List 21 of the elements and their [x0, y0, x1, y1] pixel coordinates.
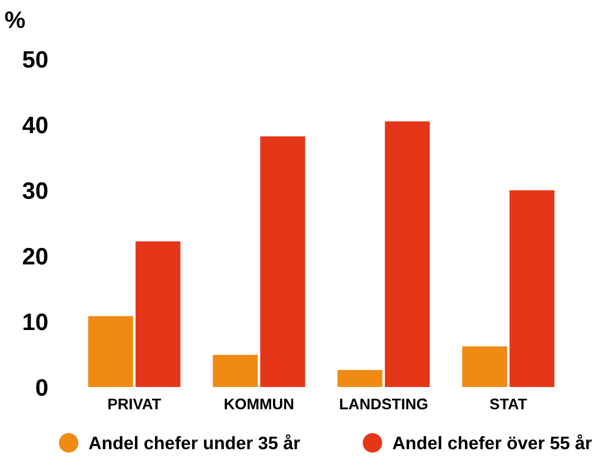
y-axis-title: % [5, 11, 25, 28]
bar [462, 346, 508, 388]
y-tick-label: 40 [22, 116, 48, 134]
bar [88, 316, 134, 388]
x-tick-label: LANDSTING [340, 398, 428, 410]
bar [260, 136, 306, 388]
x-tick-label: STAT [490, 398, 527, 410]
x-tick-label: PRIVAT [108, 398, 162, 410]
y-tick-label: 30 [22, 182, 48, 200]
bar [338, 370, 382, 388]
bar [510, 190, 554, 388]
bar [384, 121, 430, 388]
y-tick-label: 50 [22, 51, 48, 68]
bar [212, 354, 258, 388]
legend-label: Andel chefer under 35 år [88, 434, 300, 450]
y-tick-label: 10 [24, 314, 48, 330]
legend-label: Andel chefer över 55 år [392, 434, 592, 450]
y-tick-label: 0 [36, 379, 48, 396]
x-tick-label: KOMMUN [224, 398, 294, 410]
y-tick-label: 20 [22, 248, 48, 265]
bar [136, 241, 180, 388]
